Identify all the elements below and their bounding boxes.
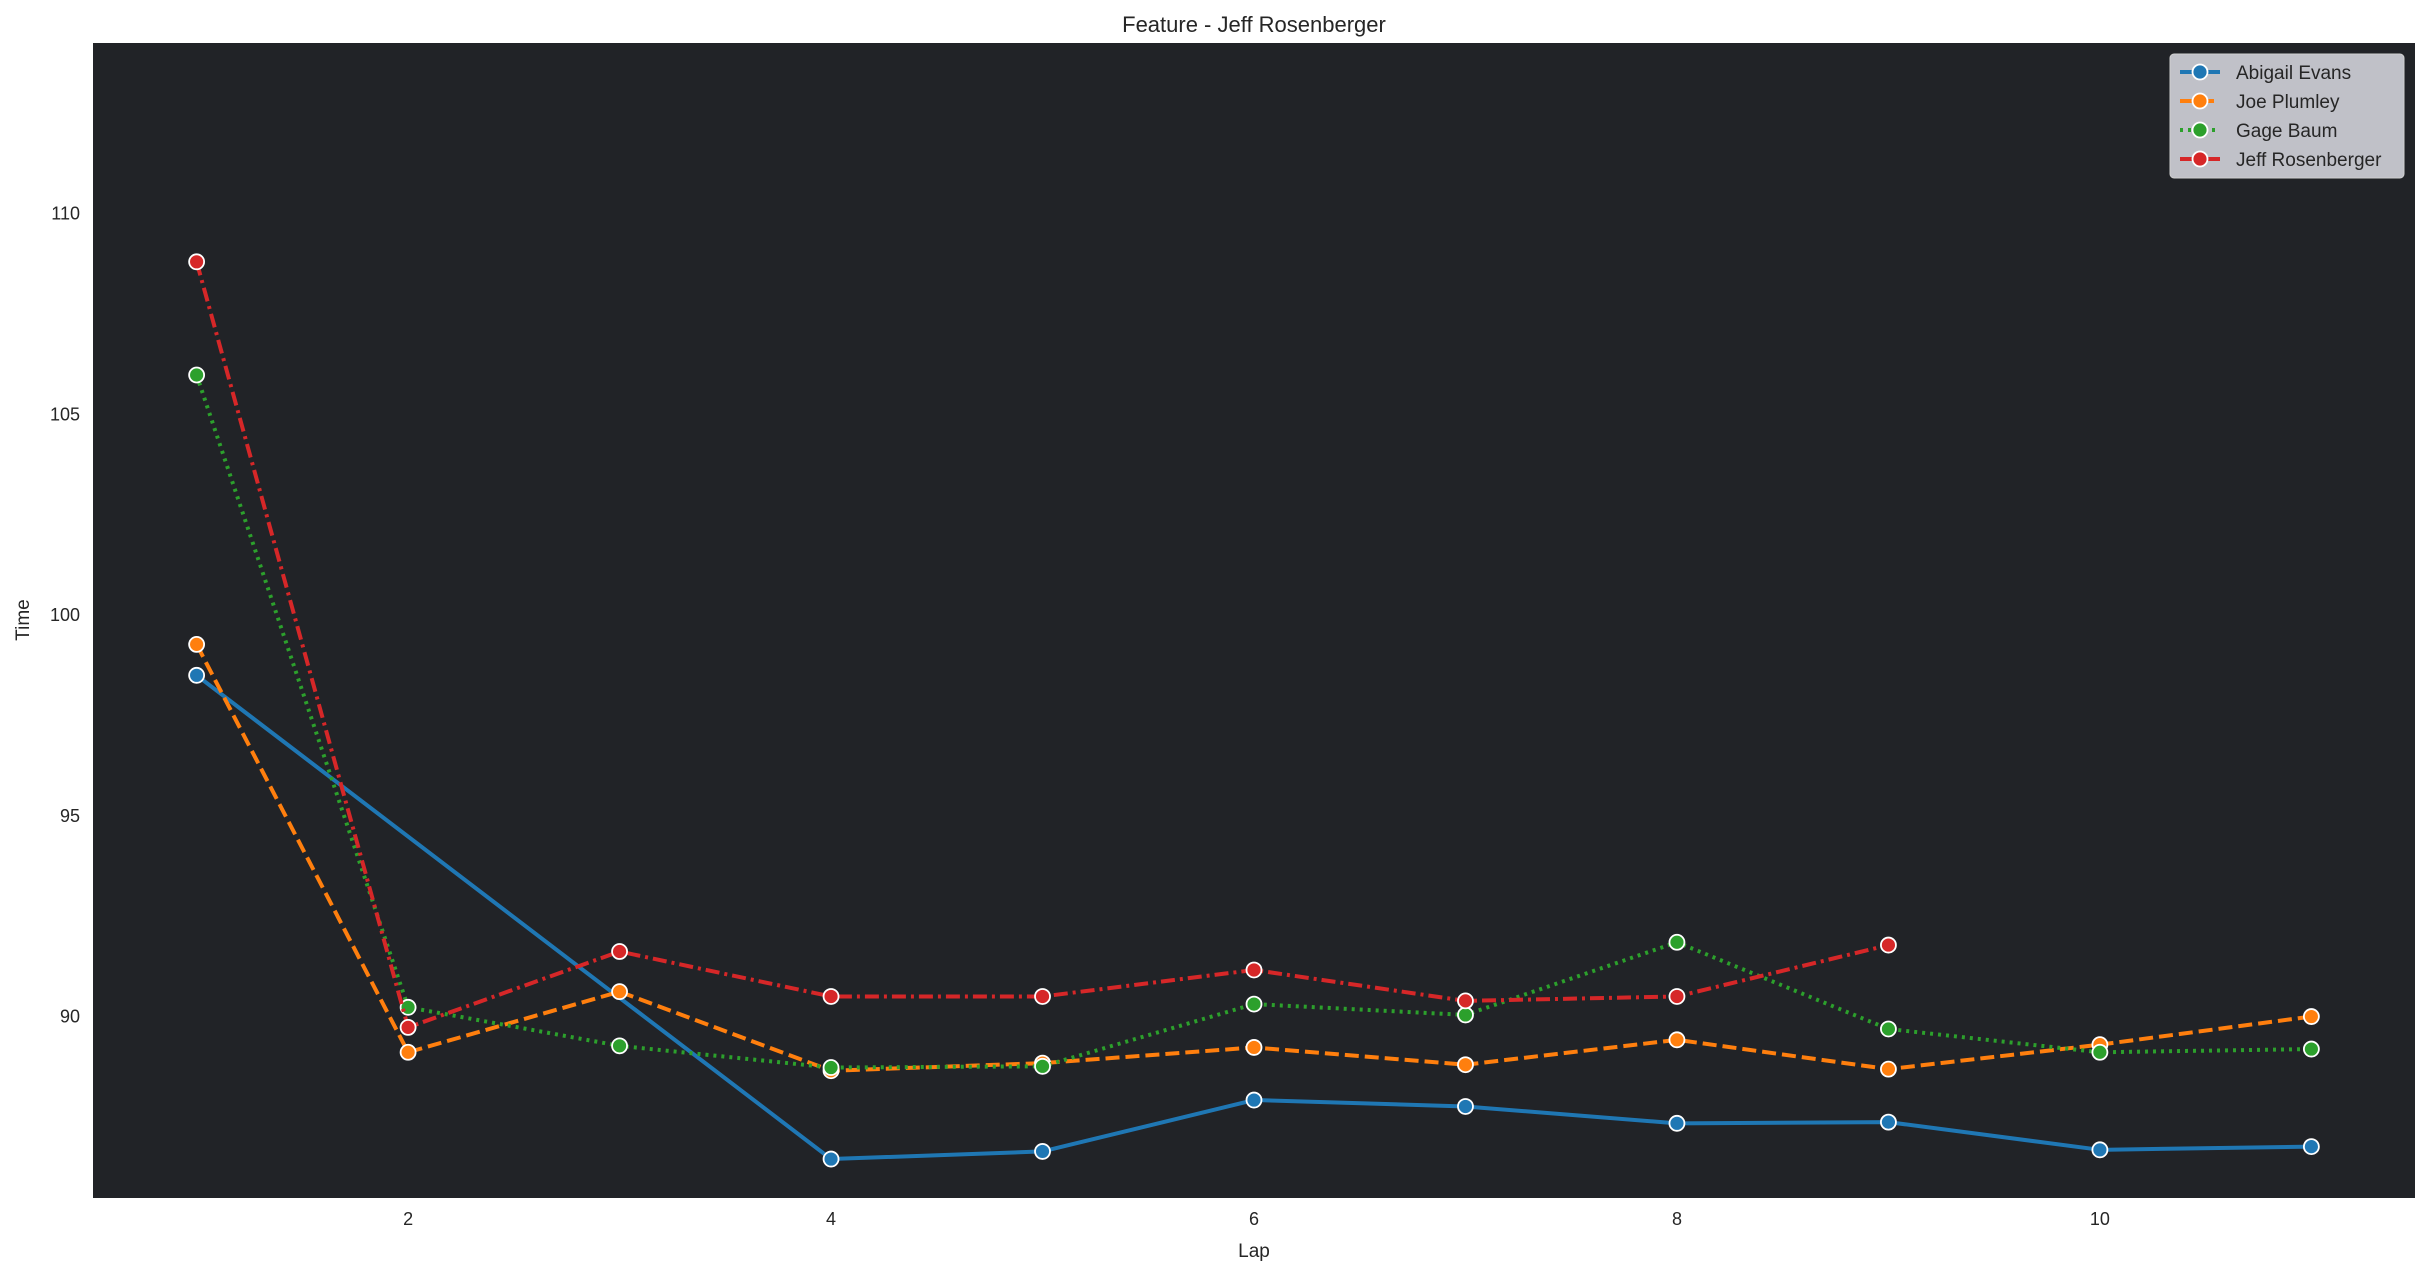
y-tick-label: 90 — [60, 1007, 80, 1027]
data-point — [1245, 1091, 1263, 1109]
data-point — [1457, 1098, 1474, 1115]
data-point — [2302, 1138, 2320, 1156]
data-point — [1668, 1114, 1686, 1132]
data-point — [399, 1018, 417, 1036]
legend-box — [2169, 53, 2405, 179]
legend: Abigail Evans Joe Plumley Gage Baum Jeff Ro… — [2169, 53, 2405, 179]
series-group — [188, 253, 2320, 1168]
legend-label-1: Joe Plumley — [2236, 92, 2340, 113]
data-point — [1668, 1031, 1686, 1049]
data-point — [2091, 1141, 2109, 1159]
legend-marker-0 — [2191, 63, 2209, 81]
x-tick-label: 10 — [2090, 1209, 2110, 1229]
data-point — [1668, 988, 1686, 1005]
data-point — [188, 635, 206, 653]
legend-label-0: Abigail Evans — [2236, 63, 2351, 84]
data-point — [2302, 1040, 2320, 1058]
plot-background — [93, 43, 2415, 1198]
data-point — [399, 1043, 417, 1061]
y-tick-label: 105 — [50, 404, 80, 424]
data-point — [822, 988, 840, 1005]
x-tick-label: 2 — [403, 1209, 413, 1229]
data-point — [611, 983, 628, 1001]
data-point — [1880, 1020, 1897, 1038]
legend-label-2: Gage Baum — [2236, 121, 2337, 142]
data-point — [611, 1037, 628, 1055]
series-line-3 — [194, 261, 1889, 1030]
data-point — [1245, 961, 1263, 979]
x-tick-label: 4 — [826, 1209, 836, 1229]
legend-marker-3 — [2191, 150, 2209, 168]
data-point — [188, 366, 206, 384]
data-point — [611, 943, 628, 960]
data-point — [1880, 1060, 1897, 1078]
data-point — [2302, 1008, 2320, 1025]
data-point — [1457, 992, 1474, 1010]
y-tick-label: 100 — [50, 605, 80, 625]
data-point — [1880, 1113, 1897, 1131]
ticks-group: 2 4 6 8 10 90 95 100 105 110 — [50, 204, 2110, 1229]
data-point — [1457, 1056, 1474, 1074]
series-line-2 — [194, 374, 2312, 1070]
x-axis-label: Lap — [1238, 1241, 1270, 1262]
data-point — [1880, 936, 1897, 954]
legend-label-3: Jeff Rosenberger — [2236, 150, 2382, 171]
y-tick-label: 95 — [60, 806, 80, 826]
data-point — [822, 1150, 840, 1168]
data-point — [1457, 1006, 1474, 1024]
data-point — [1034, 1143, 1051, 1160]
data-point — [2091, 1043, 2109, 1061]
data-point — [1034, 988, 1051, 1005]
data-point — [1668, 933, 1686, 951]
y-axis-label: Time — [13, 599, 34, 641]
data-point — [822, 1059, 840, 1076]
data-point — [188, 253, 206, 271]
chart-title: Feature - Jeff Rosenberger — [1122, 12, 1386, 37]
data-point — [1245, 995, 1263, 1013]
x-tick-label: 8 — [1672, 1209, 1682, 1229]
data-point — [1245, 1039, 1263, 1056]
legend-marker-1 — [2191, 92, 2209, 110]
x-tick-label: 6 — [1249, 1209, 1259, 1229]
data-point — [1034, 1057, 1051, 1075]
legend-marker-2 — [2191, 121, 2209, 139]
y-tick-label: 110 — [51, 204, 80, 224]
data-point — [188, 666, 206, 684]
